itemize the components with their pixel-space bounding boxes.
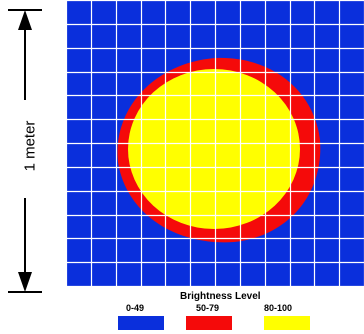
grid xyxy=(66,0,364,286)
brightness-core-80-100 xyxy=(128,69,300,229)
legend-label-high: 80-100 xyxy=(264,303,293,313)
scale-label: 1 meter xyxy=(21,116,39,176)
legend-title: Brightness Level xyxy=(180,291,261,302)
brightness-map xyxy=(66,0,364,286)
scale-arrow-down-icon xyxy=(18,272,32,292)
legend-label-mid: 50-79 xyxy=(196,303,220,313)
legend-label-low: 0-49 xyxy=(126,303,145,313)
legend-swatch-mid xyxy=(186,316,232,330)
legend-swatch-low xyxy=(118,316,164,330)
legend-swatch-high xyxy=(264,316,310,330)
scale-bar xyxy=(8,9,42,293)
scale-arrow-up-icon xyxy=(18,10,32,30)
